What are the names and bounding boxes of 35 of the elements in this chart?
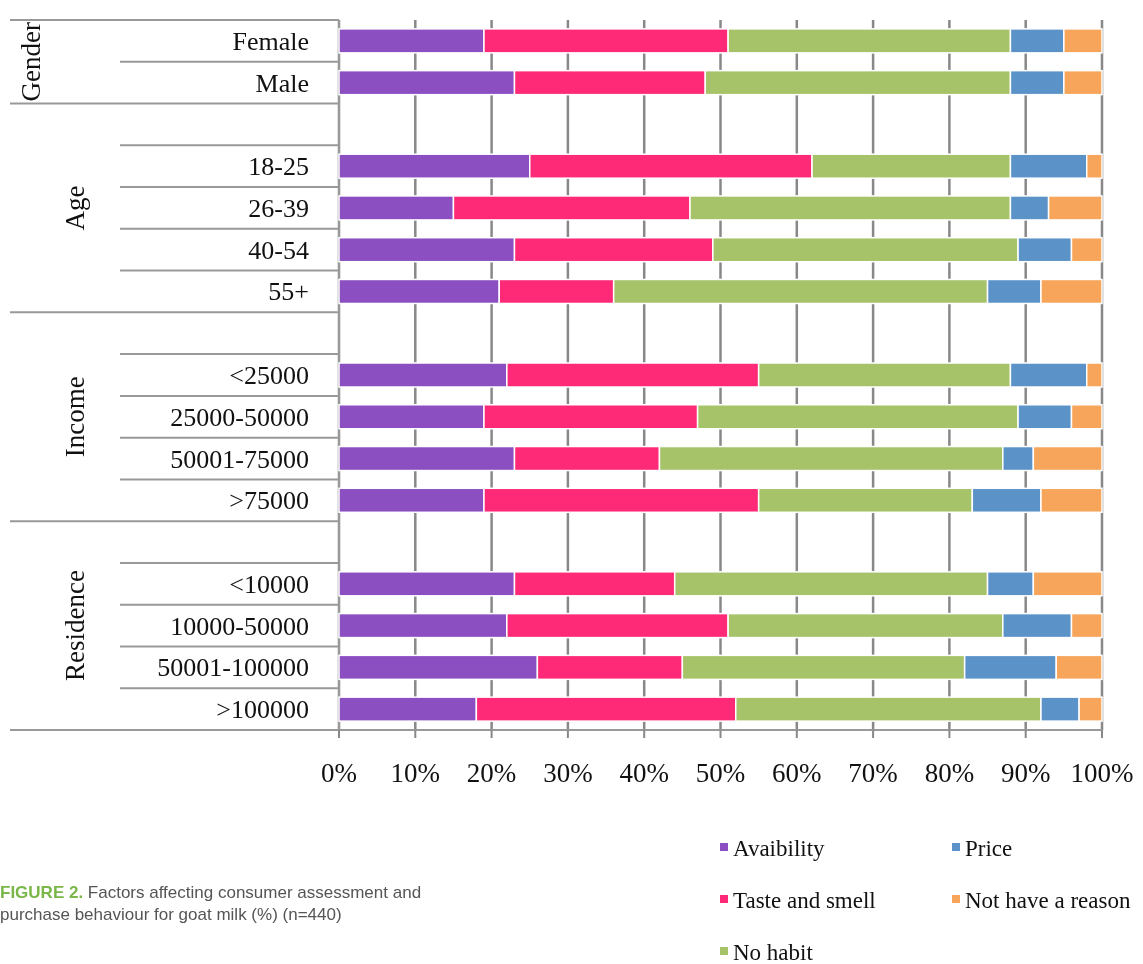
y-tick-label: 10000-50000: [170, 611, 309, 641]
x-tick-label: 80%: [924, 758, 975, 788]
text: Income: [60, 376, 90, 458]
x-tick-label: 50%: [695, 758, 746, 788]
x-tick-label: 70%: [848, 758, 898, 788]
x-tick-label: 40%: [619, 758, 669, 788]
legend-label: Price: [965, 836, 1013, 861]
y-tick-label: 18-25: [248, 152, 309, 182]
x-tick-label: 100%: [1070, 758, 1134, 788]
y-tick-label: >100000: [216, 695, 309, 725]
x-tick-label: 90%: [1000, 758, 1051, 788]
legend-label: No habit: [733, 940, 814, 964]
x-tick-label: 30%: [543, 758, 593, 788]
legend-label: Avaibility: [733, 836, 826, 861]
text: Residence: [60, 570, 90, 682]
y-tick-label: 25000-50000: [170, 402, 309, 432]
y-tick-label: >75000: [229, 486, 309, 516]
y-tick-label: <10000: [229, 569, 309, 599]
legend-label: Not have a reason: [965, 888, 1131, 913]
x-tick-label: 60%: [772, 758, 822, 788]
x-tick-label: 20%: [466, 758, 517, 788]
y-tick-label: <25000: [229, 361, 309, 390]
legend-label: Taste and smell: [733, 888, 876, 913]
text: Gender: [16, 22, 46, 102]
text: Age: [60, 185, 90, 231]
x-tick-label: 0%: [321, 758, 357, 788]
y-tick-label: Male: [255, 68, 309, 98]
y-tick-label: 50001-100000: [157, 653, 309, 683]
x-tick-label: 10%: [390, 758, 441, 788]
y-tick-label: 55+: [268, 277, 309, 307]
y-tick-label: 26-39: [248, 193, 309, 223]
y-tick-label: Female: [232, 26, 309, 56]
y-tick-label: 50001-75000: [170, 444, 309, 474]
caption: FIGURE 2. Factors affecting consumer assessment and purchase behaviour for goat milk (%) (n=440): [0, 883, 422, 924]
y-tick-label: 40-54: [248, 235, 309, 265]
